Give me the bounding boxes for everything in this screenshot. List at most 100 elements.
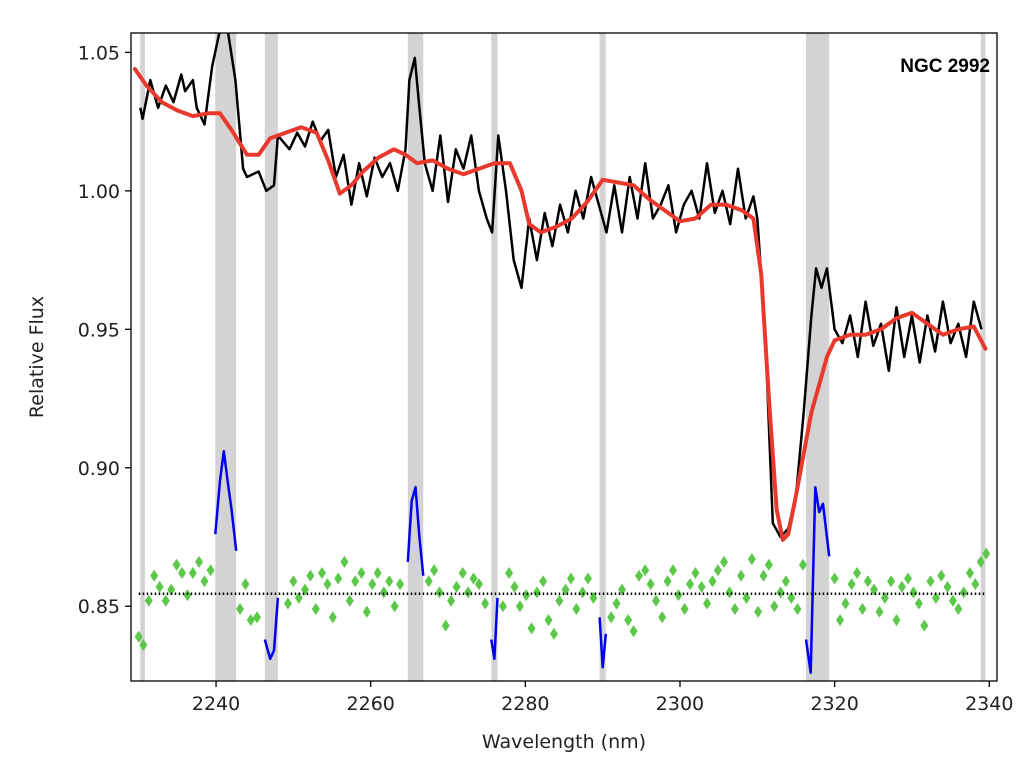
masked-residual-segment-3 — [490, 597, 499, 661]
observed-spectrum-line — [139, 33, 983, 539]
residual-point-25 — [323, 578, 332, 591]
residual-point-125 — [959, 586, 968, 599]
residual-point-122 — [943, 580, 952, 593]
residual-point-28 — [340, 555, 349, 568]
residual-point-58 — [544, 614, 553, 627]
residual-point-65 — [583, 572, 592, 585]
residual-point-78 — [669, 564, 678, 577]
residual-point-16 — [246, 614, 255, 627]
residual-point-87 — [720, 555, 729, 568]
masked-residual-segment-4 — [598, 617, 608, 669]
residual-point-128 — [976, 555, 985, 568]
residual-point-64 — [578, 586, 587, 599]
residual-point-33 — [368, 578, 377, 591]
residual-point-23 — [311, 603, 320, 615]
residual-point-129 — [982, 547, 991, 560]
residual-point-92 — [747, 553, 756, 566]
residual-point-3 — [150, 569, 159, 582]
residual-point-120 — [931, 591, 940, 604]
y-axis-title: Relative Flux — [26, 296, 48, 418]
y-tick-label-0: 0.85 — [78, 596, 120, 618]
residual-point-41 — [435, 586, 444, 599]
residual-point-77 — [663, 575, 672, 588]
residual-point-89 — [730, 603, 739, 615]
residual-point-100 — [793, 603, 802, 615]
residual-point-44 — [452, 580, 461, 593]
residual-point-10 — [188, 567, 197, 579]
residual-point-59 — [549, 627, 558, 640]
residual-point-52 — [510, 580, 519, 593]
residual-point-20 — [294, 591, 303, 604]
residual-point-14 — [236, 603, 245, 615]
residual-point-48 — [474, 578, 483, 591]
residual-point-107 — [858, 603, 867, 615]
residual-point-112 — [887, 575, 896, 588]
residual-point-56 — [532, 586, 541, 599]
masked-residual-segment-1 — [263, 597, 280, 661]
residual-point-29 — [345, 594, 354, 607]
residual-point-94 — [759, 569, 768, 582]
residual-point-18 — [283, 597, 292, 610]
residual-point-84 — [703, 597, 712, 610]
x-tick-label-2240: 2240 — [192, 693, 240, 715]
residual-point-96 — [770, 600, 779, 613]
residual-point-95 — [764, 558, 773, 571]
residual-point-36 — [385, 575, 394, 588]
residual-point-126 — [965, 567, 974, 579]
residual-point-80 — [680, 603, 689, 615]
residual-point-102 — [830, 572, 839, 585]
residual-point-5 — [161, 594, 170, 607]
x-tick-label-2320: 2320 — [810, 693, 858, 715]
residual-point-116 — [909, 586, 918, 599]
residual-point-88 — [725, 586, 734, 599]
residual-point-73 — [641, 564, 650, 577]
residual-point-9 — [183, 589, 192, 602]
x-tick-label-2280: 2280 — [501, 693, 549, 715]
residual-point-76 — [658, 611, 667, 624]
residual-point-105 — [847, 578, 856, 591]
masked-residual-segment-5 — [804, 485, 831, 674]
residual-point-2 — [144, 594, 153, 607]
residual-point-24 — [317, 567, 326, 579]
residual-point-93 — [754, 605, 763, 618]
residual-point-42 — [441, 619, 450, 632]
residual-point-82 — [691, 567, 700, 579]
residual-point-123 — [948, 594, 957, 607]
residual-point-63 — [572, 603, 581, 615]
residual-point-40 — [430, 564, 439, 577]
residual-point-31 — [357, 567, 366, 579]
residual-point-0 — [134, 630, 143, 643]
residual-point-6 — [167, 583, 176, 596]
residual-point-113 — [892, 614, 901, 627]
residual-point-26 — [328, 611, 337, 624]
ticks-layer: 2240 2260 2280 2300 2320 2340 0.85 0.90 0.95 1.00… — [78, 42, 1014, 715]
residual-point-43 — [447, 594, 456, 607]
residual-point-83 — [697, 580, 706, 593]
residual-point-118 — [920, 619, 929, 632]
residual-point-32 — [362, 605, 371, 618]
residual-point-106 — [853, 567, 862, 579]
residual-point-72 — [635, 569, 644, 582]
residual-point-51 — [505, 567, 514, 579]
residual-point-71 — [629, 625, 638, 638]
residual-point-49 — [481, 597, 490, 610]
residual-point-50 — [498, 600, 507, 613]
residual-point-38 — [396, 578, 405, 591]
residual-point-60 — [555, 594, 564, 607]
masked-region-0 — [140, 33, 145, 681]
masked-region-7 — [980, 33, 986, 681]
residual-point-11 — [195, 555, 204, 568]
residual-point-114 — [897, 580, 906, 593]
residual-point-54 — [522, 589, 531, 602]
residual-point-39 — [424, 575, 433, 588]
residual-point-7 — [172, 558, 181, 571]
residual-point-90 — [737, 569, 746, 582]
residual-point-97 — [776, 586, 785, 599]
plot-frame — [130, 32, 998, 682]
residual-point-45 — [458, 567, 467, 579]
residual-point-62 — [566, 572, 575, 585]
residual-point-70 — [624, 614, 633, 627]
residual-point-104 — [841, 597, 850, 610]
